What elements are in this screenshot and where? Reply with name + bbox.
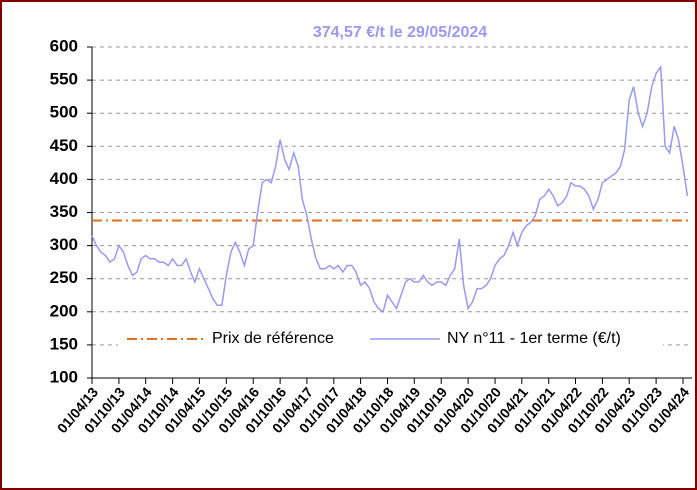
price-line: [91, 64, 689, 314]
y-tick-label: 500: [50, 103, 78, 122]
y-tick-label: 200: [50, 301, 78, 320]
y-tick-label: 550: [50, 70, 78, 89]
y-tick-label: 350: [50, 202, 78, 221]
y-tick-label: 150: [50, 334, 78, 353]
y-tick-label: 250: [50, 268, 78, 287]
y-tick-label: 450: [50, 136, 78, 155]
annotation: 374,57 €/t le 29/05/2024: [313, 24, 487, 41]
legend-label: NY n°11 - 1er terme (€/t): [447, 330, 621, 347]
y-tick-label: 600: [50, 36, 78, 55]
legend-label: Prix de référence: [212, 330, 334, 347]
y-tick-label: 100: [50, 367, 78, 386]
y-tick-label: 300: [50, 235, 78, 254]
y-tick-label: 400: [50, 169, 78, 188]
